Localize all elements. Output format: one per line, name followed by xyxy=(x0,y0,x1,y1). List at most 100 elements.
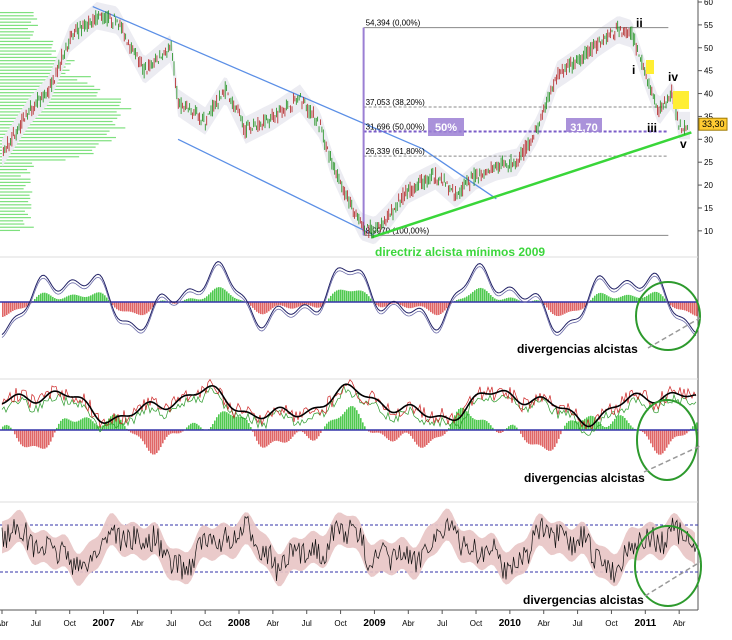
histogram-bar xyxy=(368,296,370,302)
divergence-label-2: divergencias alcistas xyxy=(524,471,645,485)
histogram-bar xyxy=(192,298,194,302)
histogram-bar xyxy=(504,298,506,302)
histogram-bar xyxy=(228,413,230,430)
histogram-bar xyxy=(532,430,534,445)
histogram-bar xyxy=(228,293,230,302)
histogram-bar xyxy=(572,420,574,430)
histogram-bar xyxy=(244,417,246,430)
histogram-bar xyxy=(574,302,576,311)
histogram-bar xyxy=(86,296,88,302)
histogram-bar xyxy=(442,302,444,313)
histogram-bar xyxy=(140,430,142,439)
histogram-bar xyxy=(650,293,652,302)
histogram-bar xyxy=(470,293,472,302)
histogram-bar xyxy=(264,430,266,448)
histogram-bar xyxy=(356,290,358,302)
histogram-bar xyxy=(648,294,650,302)
histogram-bar xyxy=(102,293,104,302)
histogram-bar xyxy=(320,302,322,307)
histogram-bar xyxy=(126,302,128,312)
histogram-bar xyxy=(72,421,74,430)
histogram-bar xyxy=(378,430,380,433)
histogram-bar xyxy=(282,302,284,306)
histogram-bar xyxy=(464,297,466,302)
volume-profile-bar xyxy=(0,69,70,71)
histogram-bar xyxy=(74,421,76,430)
histogram-bar xyxy=(366,294,368,302)
histogram-bar xyxy=(428,430,430,443)
histogram-bar xyxy=(684,430,686,435)
histogram-bar xyxy=(6,424,8,430)
histogram-bar xyxy=(38,430,40,448)
histogram-bar xyxy=(642,430,644,433)
oscillator-line-green xyxy=(1,385,697,436)
histogram-bar xyxy=(402,302,404,307)
histogram-bar xyxy=(610,297,612,302)
histogram-bar xyxy=(694,302,696,316)
histogram-bar xyxy=(392,430,394,442)
histogram-bar xyxy=(448,428,450,430)
histogram-bar xyxy=(456,300,458,302)
y-tick-label: 15 xyxy=(704,204,713,213)
y-tick-label: 30 xyxy=(704,135,713,144)
histogram-bar xyxy=(198,299,200,302)
histogram-bar xyxy=(678,302,680,310)
histogram-bar xyxy=(630,425,632,430)
histogram-bar xyxy=(296,430,298,433)
histogram-bar xyxy=(394,430,396,441)
histogram-bar xyxy=(22,430,24,447)
histogram-bar xyxy=(446,430,448,432)
yellow-marker xyxy=(646,60,654,74)
histogram-bar xyxy=(2,302,4,317)
y-tick-label: 45 xyxy=(704,67,713,76)
histogram-bar xyxy=(252,430,254,432)
volume-profile-bar xyxy=(0,136,116,139)
histogram-bar xyxy=(524,430,526,441)
histogram-bar xyxy=(12,302,14,312)
fib-level-label: 8,9970 (100,00%) xyxy=(366,226,430,235)
histogram-bar xyxy=(60,420,62,430)
histogram-bar xyxy=(614,298,616,302)
histogram-bar xyxy=(28,430,30,447)
histogram-bar xyxy=(312,302,314,307)
histogram-bar xyxy=(224,411,226,430)
histogram-bar xyxy=(382,302,384,308)
histogram-bar xyxy=(428,302,430,311)
y-tick-label: 20 xyxy=(704,181,713,190)
histogram-bar xyxy=(26,430,28,448)
histogram-bar xyxy=(658,430,660,455)
histogram-bar xyxy=(344,290,346,302)
histogram-bar xyxy=(354,290,356,302)
histogram-bar xyxy=(250,427,252,430)
histogram-bar xyxy=(56,298,58,302)
divergence-line xyxy=(643,445,701,473)
histogram-bar xyxy=(314,302,316,308)
fib-level-label: 31,696 (50,00%) xyxy=(366,123,425,132)
volume-profile-bar xyxy=(0,18,38,20)
histogram-bar xyxy=(488,422,490,430)
histogram-bar xyxy=(598,293,600,302)
histogram-bar xyxy=(346,290,348,302)
x-tick-label: Oct xyxy=(63,619,76,628)
histogram-bar xyxy=(336,418,338,430)
histogram-bar xyxy=(10,427,12,430)
histogram-bar xyxy=(424,430,426,447)
volume-profile-bar xyxy=(0,191,33,193)
histogram-bar xyxy=(156,430,158,454)
histogram-bar xyxy=(4,425,6,430)
histogram-bar xyxy=(302,430,304,433)
histogram-bar xyxy=(254,302,256,310)
histogram-bar xyxy=(628,294,630,302)
histogram-bar xyxy=(608,296,610,302)
volume-profile-bar xyxy=(0,108,132,110)
histogram-bar xyxy=(576,421,578,430)
histogram-bar xyxy=(338,417,340,430)
histogram-bar xyxy=(44,430,46,449)
histogram-bar xyxy=(670,430,672,442)
histogram-bar xyxy=(14,430,16,435)
volume-profile-bar xyxy=(0,213,28,216)
histogram-bar xyxy=(590,300,592,302)
x-tick-label: Jul xyxy=(572,619,582,628)
histogram-bar xyxy=(580,302,582,310)
histogram-bar xyxy=(16,302,18,310)
